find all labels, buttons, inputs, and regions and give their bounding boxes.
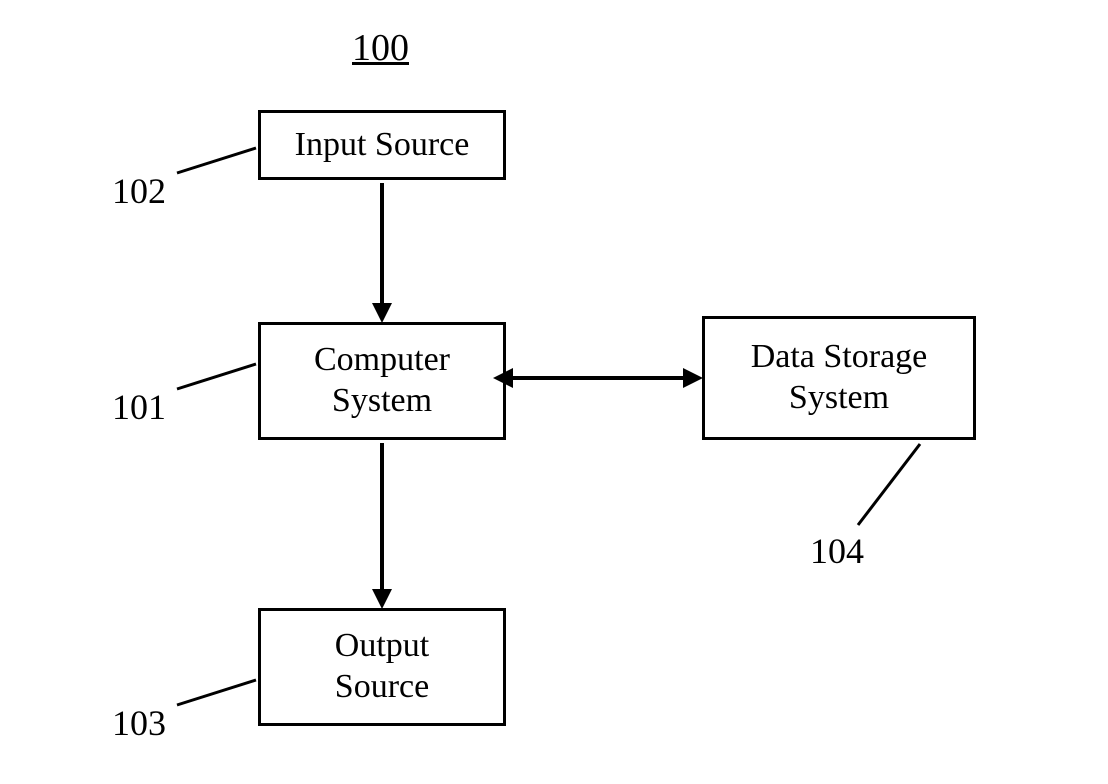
leader-output-source [177,680,256,705]
leader-input-source [177,148,256,173]
leader-data-storage-system [858,444,920,525]
connector-layer [0,0,1108,784]
edges-group [382,183,699,605]
leader-computer-system [177,364,256,389]
leaders-group [177,148,920,705]
